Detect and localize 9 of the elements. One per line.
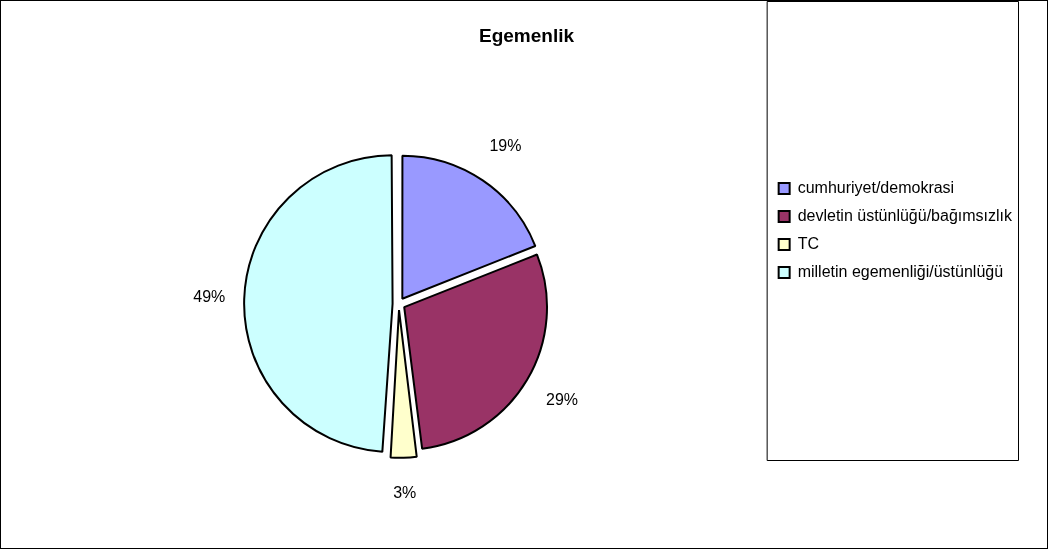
- data-label: 3%: [393, 483, 417, 501]
- legend-label: milletin egemenliği/üstünlüğü: [797, 262, 1004, 280]
- legend-label: devletin üstünlüğü/bağımsızlık: [797, 206, 1013, 224]
- text: Egemenlik: [478, 24, 575, 46]
- data-label: 29%: [546, 390, 579, 408]
- legend-label: cumhuriyet/demokrasi: [797, 178, 955, 196]
- data-label: 19%: [489, 137, 522, 155]
- legend-label: TC: [797, 234, 819, 252]
- data-label: 49%: [193, 288, 226, 306]
